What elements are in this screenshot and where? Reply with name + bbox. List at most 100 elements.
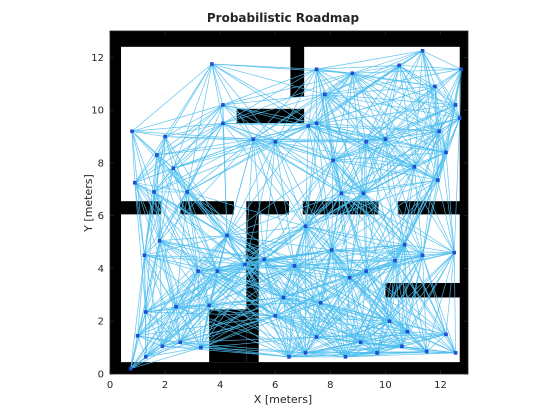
roadmap-edge bbox=[217, 270, 290, 358]
roadmap-edge bbox=[360, 252, 455, 343]
roadmap-edge bbox=[305, 345, 402, 354]
roadmap-edge bbox=[244, 192, 342, 265]
roadmap-edge bbox=[156, 154, 160, 241]
roadmap-edge bbox=[145, 346, 163, 358]
roadmap-edge bbox=[360, 341, 402, 347]
roadmap-edge bbox=[398, 65, 460, 119]
roadmap-edge bbox=[153, 191, 246, 265]
roadmap-node bbox=[402, 242, 407, 247]
roadmap-edge bbox=[437, 104, 456, 181]
roadmap-edge bbox=[422, 50, 447, 153]
roadmap-edge bbox=[217, 270, 317, 338]
roadmap-edge bbox=[283, 297, 306, 354]
roadmap-edge bbox=[345, 342, 361, 358]
roadmap-edge bbox=[263, 259, 284, 298]
roadmap-node bbox=[135, 333, 140, 338]
roadmap-edge bbox=[305, 94, 326, 227]
roadmap-edge bbox=[134, 182, 218, 272]
roadmap-edge bbox=[316, 336, 361, 343]
roadmap-edge bbox=[316, 302, 322, 338]
roadmap-node bbox=[420, 253, 425, 258]
roadmap-node bbox=[157, 238, 162, 243]
x-tick-label: 10 bbox=[379, 380, 392, 391]
roadmap-edge bbox=[130, 335, 138, 369]
roadmap-edge bbox=[320, 244, 405, 304]
roadmap-edge bbox=[294, 160, 334, 266]
roadmap-node bbox=[155, 153, 159, 157]
roadmap-edge bbox=[331, 249, 367, 272]
roadmap-edge bbox=[305, 179, 438, 227]
roadmap-edge bbox=[209, 297, 284, 306]
roadmap-edge bbox=[253, 72, 353, 140]
roadmap-edge bbox=[316, 50, 423, 70]
roadmap-edge bbox=[263, 258, 361, 343]
roadmap-edge bbox=[180, 336, 317, 343]
roadmap-edge bbox=[407, 331, 456, 354]
roadmap-edge bbox=[283, 244, 405, 298]
roadmap-edge bbox=[197, 225, 306, 272]
roadmap-edge bbox=[445, 334, 456, 354]
roadmap-edge bbox=[404, 244, 455, 253]
roadmap-edge bbox=[162, 270, 218, 347]
roadmap-edge bbox=[345, 331, 408, 358]
roadmap-edge bbox=[186, 63, 213, 193]
roadmap-edge bbox=[349, 277, 408, 333]
roadmap-edge bbox=[222, 122, 309, 127]
roadmap-edge bbox=[164, 136, 174, 169]
roadmap-edge bbox=[332, 141, 367, 161]
roadmap-edge bbox=[305, 225, 396, 261]
roadmap-edge bbox=[244, 264, 276, 317]
roadmap-edge bbox=[394, 260, 408, 332]
roadmap-edge bbox=[153, 191, 199, 272]
roadmap-edge bbox=[288, 336, 317, 358]
roadmap-edge bbox=[407, 331, 427, 352]
roadmap-edge bbox=[438, 104, 456, 132]
roadmap-edge bbox=[274, 141, 306, 227]
roadmap-edge bbox=[274, 141, 332, 251]
roadmap-node bbox=[210, 62, 214, 66]
roadmap-edge bbox=[217, 235, 228, 272]
roadmap-node bbox=[306, 124, 311, 128]
roadmap-edge bbox=[186, 138, 254, 193]
obstacle-6 bbox=[121, 201, 161, 215]
roadmap-edge bbox=[211, 63, 224, 105]
roadmap-edge bbox=[275, 315, 408, 333]
roadmap-edge bbox=[307, 125, 333, 251]
roadmap-edge bbox=[164, 104, 224, 137]
roadmap-edge bbox=[145, 315, 276, 358]
roadmap-edge bbox=[187, 191, 306, 227]
roadmap-edge bbox=[156, 154, 174, 169]
roadmap-node bbox=[243, 262, 247, 267]
roadmap-edge bbox=[145, 311, 181, 343]
roadmap-node bbox=[178, 340, 183, 345]
roadmap-edge bbox=[144, 191, 155, 256]
x-tick-label: 0 bbox=[107, 380, 113, 391]
roadmap-node bbox=[400, 344, 404, 349]
y-tick-label: 8 bbox=[98, 158, 104, 169]
roadmap-edge bbox=[144, 240, 160, 256]
roadmap-edge bbox=[275, 315, 361, 343]
roadmap-edge bbox=[324, 94, 334, 161]
roadmap-node bbox=[130, 129, 134, 134]
roadmap-edge bbox=[156, 154, 199, 272]
roadmap-edge bbox=[145, 191, 188, 313]
roadmap-edge bbox=[274, 226, 306, 317]
y-tick-label: 2 bbox=[98, 317, 104, 328]
roadmap-edge bbox=[394, 152, 447, 261]
roadmap-node bbox=[144, 310, 148, 314]
roadmap-edge bbox=[162, 345, 290, 358]
roadmap-edge bbox=[186, 125, 309, 193]
obstacle-4 bbox=[290, 44, 305, 97]
roadmap-edge bbox=[316, 104, 456, 124]
roadmap-edge bbox=[385, 138, 415, 168]
roadmap-edge bbox=[365, 139, 386, 272]
roadmap-edge bbox=[389, 252, 455, 322]
roadmap-edge bbox=[288, 302, 321, 358]
roadmap-edge bbox=[153, 191, 177, 307]
roadmap-edge bbox=[366, 252, 455, 272]
roadmap-node bbox=[375, 351, 379, 355]
roadmap-edge bbox=[345, 352, 378, 358]
roadmap-edge bbox=[320, 254, 423, 304]
roadmap-edge bbox=[156, 141, 276, 156]
roadmap-edge bbox=[398, 64, 436, 87]
